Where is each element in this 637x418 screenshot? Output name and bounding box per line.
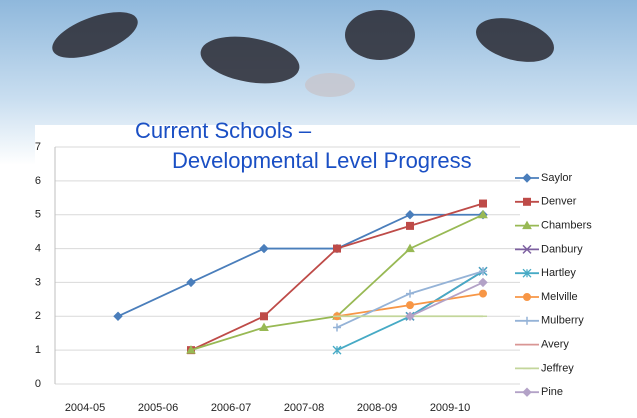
- skydivers: [52, 10, 554, 97]
- marker: [332, 345, 342, 355]
- marker: [333, 323, 341, 332]
- legend-label: Saylor: [541, 172, 573, 184]
- marker: [522, 268, 532, 278]
- marker: [478, 277, 488, 288]
- marker: [406, 301, 414, 310]
- legend-label: Hartley: [541, 267, 576, 279]
- legend-label: Mulberry: [541, 315, 584, 327]
- marker: [479, 267, 487, 276]
- x-tick-label: 2006-07: [211, 402, 251, 414]
- x-tick-label: 2004-05: [65, 402, 105, 414]
- marker: [405, 311, 415, 321]
- x-tick-label: 2005-06: [138, 402, 178, 414]
- marker: [522, 387, 532, 397]
- legend-label: Jeffrey: [541, 362, 574, 374]
- marker: [522, 173, 532, 183]
- x-tick-label: 2009-10: [430, 402, 470, 414]
- legend-label: Melville: [541, 291, 578, 303]
- marker: [406, 289, 414, 298]
- legend-label: Danbury: [541, 243, 583, 255]
- y-tick-label: 5: [35, 209, 41, 221]
- marker: [260, 312, 268, 321]
- marker: [479, 289, 487, 298]
- marker: [405, 243, 415, 253]
- chart-title: Developmental Level Progress: [172, 148, 472, 173]
- marker: [522, 244, 532, 254]
- plot: 0 1 2 3 4 5 6 7 2004-05 2005-06 2006-07 2007-08 2008…: [35, 141, 592, 414]
- legend-label: Chambers: [541, 220, 592, 232]
- chart-title: Current Schools –: [135, 118, 312, 143]
- marker: [186, 277, 196, 288]
- y-tick-label: 2: [35, 310, 41, 322]
- x-tick-label: 2007-08: [284, 402, 324, 414]
- y-tick-label: 4: [35, 242, 41, 254]
- marker: [523, 316, 531, 325]
- y-tick-label: 1: [35, 344, 41, 356]
- legend-label: Avery: [541, 339, 569, 351]
- legend-label: Pine: [541, 386, 563, 398]
- y-tick-label: 6: [35, 175, 41, 187]
- legend-label: Denver: [541, 196, 577, 208]
- y-tick-label: 3: [35, 276, 41, 288]
- marker: [333, 244, 341, 253]
- series-line: [117, 213, 483, 318]
- y-tick-label: 7: [35, 141, 41, 153]
- y-tick-label: 0: [35, 378, 41, 390]
- marker: [259, 243, 269, 254]
- marker: [259, 322, 269, 331]
- marker: [523, 197, 531, 206]
- marker: [522, 220, 532, 230]
- x-tick-label: 2008-09: [357, 402, 397, 414]
- marker: [405, 210, 415, 220]
- series-line: [409, 281, 484, 318]
- marker: [479, 199, 487, 208]
- marker: [406, 221, 414, 230]
- marker: [186, 345, 196, 354]
- marker: [523, 293, 531, 301]
- marker: [478, 209, 488, 219]
- marker: [113, 311, 123, 321]
